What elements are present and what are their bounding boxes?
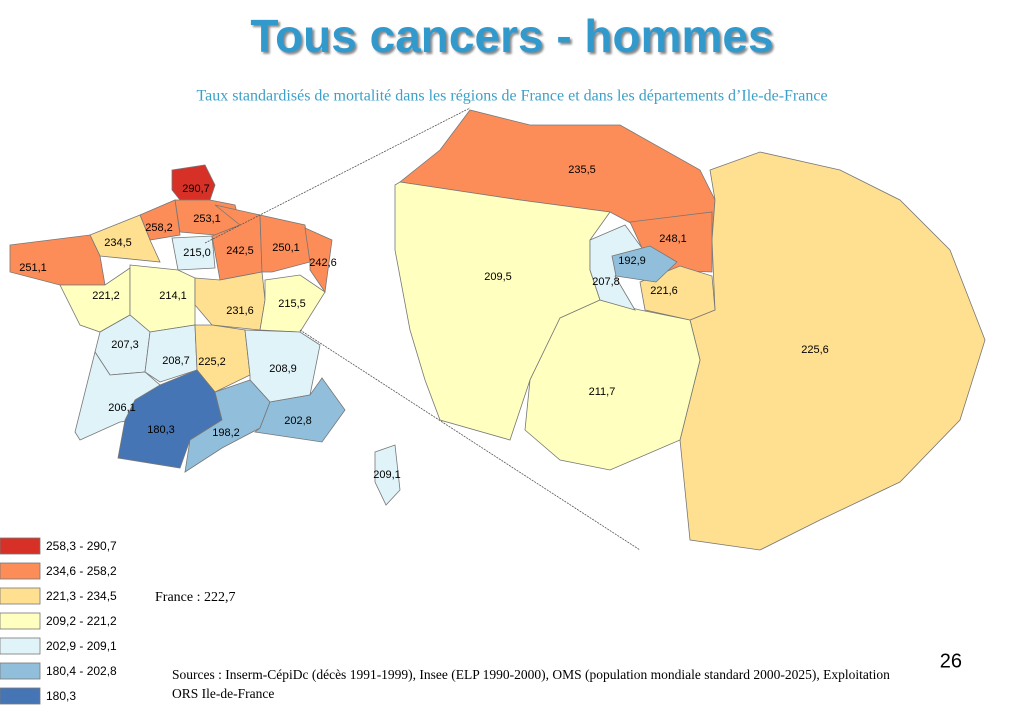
region-label: 207,3 [111,339,139,351]
legend-swatch [0,687,41,705]
region-label: 253,1 [193,213,221,225]
zoom-line [299,329,641,551]
region-label: 180,3 [147,424,175,436]
legend-label: 180,3 [46,689,76,703]
legend-label: 202,9 - 209,1 [46,639,117,653]
department-label: 207,8 [592,276,620,288]
region [254,377,346,443]
department-label: 248,1 [659,233,687,245]
sources: Sources : Inserm-CépiDc (décès 1991-1999… [172,667,890,682]
region-label: 209,1 [373,469,401,481]
region-label: 225,2 [198,356,226,368]
legend-swatch [0,562,41,580]
department-label: 235,5 [568,164,596,176]
legend-label: 234,6 - 258,2 [46,564,117,578]
subtitle: Taux standardisés de mortalité dans les … [196,88,827,105]
idf-map [394,109,986,551]
region [259,214,311,273]
legend-label: 180,4 - 202,8 [46,664,117,678]
region [194,271,266,331]
department-label: 192,9 [618,255,646,267]
legend: 258,3 - 290,7 234,6 - 258,2 221,3 - 234,… [0,537,117,705]
department-label: 221,6 [650,285,678,297]
region [304,227,333,294]
legend-swatch [0,537,41,555]
legend-swatch [0,662,41,680]
legend-swatch [0,587,41,605]
department-label: 209,5 [484,271,512,283]
region-label: 242,6 [309,257,337,269]
legend-swatch [0,637,41,655]
region [374,444,401,506]
department-label: 211,7 [589,386,616,398]
region-label: 242,5 [226,245,254,257]
region [9,234,106,286]
region [171,235,216,271]
france-map [9,164,401,506]
region-label: 290,7 [182,183,210,195]
department-label: 225,6 [801,344,829,356]
region-label: 215,5 [278,298,306,310]
legend-label: 209,2 - 221,2 [46,614,117,628]
region-labels: 290,7 253,1 258,2 234,5 251,1 215,0 242,… [19,164,829,481]
sources: ORS Ile-de-France [172,686,274,701]
region [184,379,271,473]
region-label: 215,0 [183,247,211,259]
region-label: 208,9 [269,363,297,375]
title: Tous cancers - hommes [250,10,773,62]
region-label: 208,7 [162,355,190,367]
legend-label: 221,3 - 234,5 [46,589,117,603]
region-label: 251,1 [19,262,47,274]
region-label: 202,8 [284,415,312,427]
france-note: France : 222,7 [155,590,235,605]
legend-swatch [0,612,41,630]
department [679,151,986,551]
region-label: 234,5 [104,237,132,249]
region-label: 221,2 [92,290,120,302]
page-number: 26 [940,650,962,672]
region-label: 198,2 [212,427,240,439]
region-label: 206,1 [108,402,136,414]
region-label: 258,2 [145,222,173,234]
department [611,245,678,283]
region-label: 231,6 [226,305,254,317]
region [144,324,198,383]
zoom-line [204,107,471,244]
region-label: 250,1 [272,242,300,254]
legend-label: 258,3 - 290,7 [46,539,117,553]
region-label: 214,1 [159,290,187,302]
